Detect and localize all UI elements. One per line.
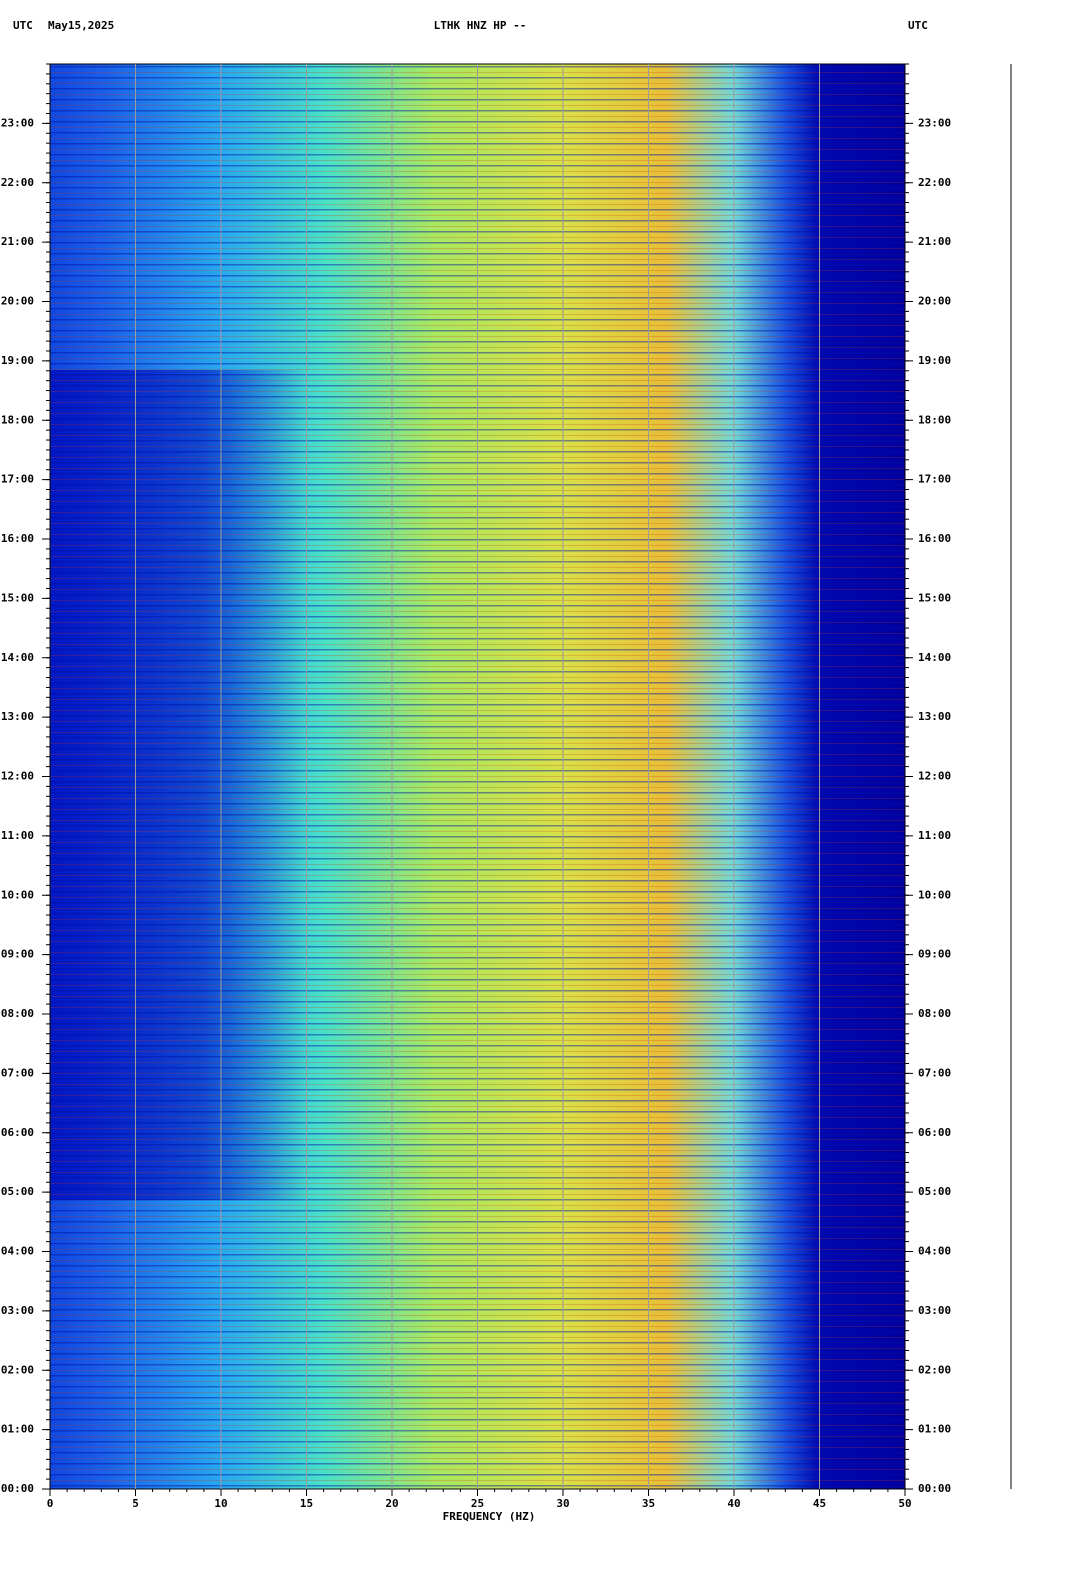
timezone-left: UTC <box>13 19 33 32</box>
y-tick-label-right: 00:00 <box>918 1482 951 1495</box>
x-tick-label: 30 <box>556 1497 569 1510</box>
y-tick-label: 23:00 <box>1 116 34 129</box>
x-tick-label: 5 <box>132 1497 139 1510</box>
y-tick-label: 10:00 <box>1 888 34 901</box>
y-tick-label-right: 10:00 <box>918 888 951 901</box>
y-tick-label-right: 16:00 <box>918 532 951 545</box>
y-tick-label: 20:00 <box>1 295 34 308</box>
y-tick-label: 09:00 <box>1 948 34 961</box>
y-tick-label-right: 21:00 <box>918 235 951 248</box>
y-tick-label: 12:00 <box>1 770 34 783</box>
y-tick-label: 00:00 <box>1 1482 34 1495</box>
timezone-right: UTC <box>908 19 928 32</box>
x-tick-label: 40 <box>727 1497 740 1510</box>
x-tick-label: 20 <box>385 1497 398 1510</box>
y-tick-label: 13:00 <box>1 710 34 723</box>
y-tick-label: 21:00 <box>1 235 34 248</box>
y-tick-label: 17:00 <box>1 473 34 486</box>
date: May15,2025 <box>48 19 114 32</box>
y-tick-label-right: 15:00 <box>918 591 951 604</box>
x-tick-label: 50 <box>898 1497 911 1510</box>
y-tick-label-right: 22:00 <box>918 176 951 189</box>
y-tick-label: 15:00 <box>1 591 34 604</box>
y-tick-label-right: 05:00 <box>918 1185 951 1198</box>
y-tick-label-right: 07:00 <box>918 1066 951 1079</box>
y-tick-label: 14:00 <box>1 651 34 664</box>
y-tick-label-right: 19:00 <box>918 354 951 367</box>
y-tick-label-right: 03:00 <box>918 1304 951 1317</box>
x-tick-label: 25 <box>471 1497 484 1510</box>
y-tick-label-right: 04:00 <box>918 1245 951 1258</box>
chart-title: LTHK HNZ HP -- <box>434 19 527 32</box>
x-tick-label: 35 <box>642 1497 655 1510</box>
y-tick-label-right: 17:00 <box>918 473 951 486</box>
y-tick-label: 07:00 <box>1 1066 34 1079</box>
y-tick-label-right: 11:00 <box>918 829 951 842</box>
y-tick-label: 22:00 <box>1 176 34 189</box>
x-tick-label: 10 <box>214 1497 227 1510</box>
y-tick-label: 19:00 <box>1 354 34 367</box>
y-tick-label: 05:00 <box>1 1185 34 1198</box>
y-tick-label-right: 01:00 <box>918 1423 951 1436</box>
y-tick-label-right: 13:00 <box>918 710 951 723</box>
y-tick-label-right: 12:00 <box>918 770 951 783</box>
y-tick-label: 02:00 <box>1 1363 34 1376</box>
y-tick-label-right: 18:00 <box>918 413 951 426</box>
y-tick-label: 18:00 <box>1 413 34 426</box>
y-tick-label-right: 09:00 <box>918 948 951 961</box>
y-tick-label: 03:00 <box>1 1304 34 1317</box>
y-tick-label-right: 02:00 <box>918 1363 951 1376</box>
y-tick-label-right: 14:00 <box>918 651 951 664</box>
x-tick-label: 45 <box>813 1497 826 1510</box>
y-tick-label: 11:00 <box>1 829 34 842</box>
y-tick-label: 16:00 <box>1 532 34 545</box>
x-tick-label: 15 <box>300 1497 313 1510</box>
y-tick-label: 01:00 <box>1 1423 34 1436</box>
y-tick-label-right: 08:00 <box>918 1007 951 1020</box>
y-tick-label-right: 06:00 <box>918 1126 951 1139</box>
y-tick-label: 06:00 <box>1 1126 34 1139</box>
y-tick-label: 08:00 <box>1 1007 34 1020</box>
x-axis-label: FREQUENCY (HZ) <box>443 1510 536 1523</box>
y-tick-label-right: 23:00 <box>918 116 951 129</box>
x-tick-label: 0 <box>47 1497 54 1510</box>
y-tick-label-right: 20:00 <box>918 295 951 308</box>
y-tick-label: 04:00 <box>1 1245 34 1258</box>
